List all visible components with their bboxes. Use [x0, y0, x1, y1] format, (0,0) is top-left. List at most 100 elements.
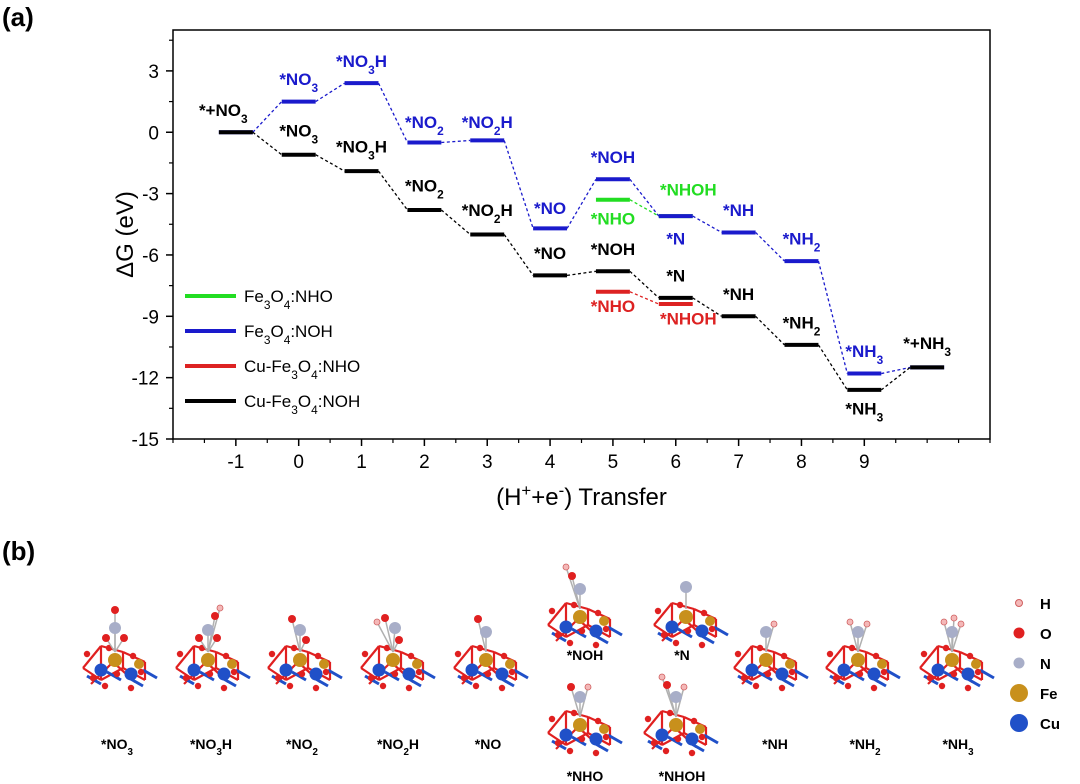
bond-line	[360, 645, 380, 669]
structure-nh3: *NH3	[919, 614, 995, 758]
atom-circle	[870, 684, 878, 692]
bond-line	[565, 566, 581, 610]
structure-label: *NO3	[101, 736, 133, 758]
atom-circle	[111, 606, 119, 614]
bond-line	[607, 733, 623, 745]
x-tick-label: 6	[670, 452, 681, 473]
atom-circle	[314, 652, 322, 660]
atom-circle	[101, 682, 109, 690]
atom-circle	[684, 627, 692, 635]
connector-line	[881, 366, 911, 375]
x-axis-label: (H++e-) Transfer	[496, 481, 667, 512]
structure-n: *N	[653, 581, 729, 663]
atom-circle	[367, 674, 375, 682]
structure-nh2: *NH2	[825, 618, 901, 758]
atom-circle	[680, 683, 688, 691]
atom-circle	[974, 668, 982, 676]
atom-circle	[745, 663, 759, 677]
atom-circle	[405, 684, 413, 692]
atom-circle	[134, 659, 144, 669]
atom-circle	[589, 732, 603, 746]
connector-line	[441, 139, 471, 144]
state-label: *NH3	[845, 399, 883, 424]
connector-line	[880, 366, 911, 391]
structure-no3h: *NO3H	[175, 604, 251, 758]
atom-circle	[964, 684, 972, 692]
atom-circle	[867, 667, 881, 681]
atom-circle	[562, 563, 570, 571]
atom-circle	[599, 616, 609, 626]
atom-circle	[554, 739, 562, 747]
atom-circle	[780, 652, 788, 660]
atom-circle	[202, 624, 214, 636]
x-tick-label: 8	[796, 452, 807, 473]
atom-circle	[548, 607, 556, 615]
bond-line	[703, 733, 719, 745]
atom-circle	[669, 718, 683, 732]
atom-circle	[756, 644, 764, 652]
atom-circle	[602, 625, 610, 633]
atom-circle	[852, 626, 864, 638]
state-label: *NO	[534, 244, 566, 263]
atom-circle	[578, 627, 586, 635]
y-tick-label: -9	[142, 307, 159, 328]
x-tick-label: 3	[482, 452, 493, 473]
connector-line	[692, 215, 722, 234]
state-label: *NO2	[405, 177, 444, 202]
bond-line	[175, 645, 195, 669]
connector-line	[377, 82, 409, 143]
atom-circle	[500, 652, 508, 660]
atom-circle	[708, 625, 716, 633]
atom-circle	[302, 636, 310, 644]
y-tick-label: 0	[148, 123, 159, 144]
state-label: *NO	[534, 199, 566, 218]
state-label: *NO3H	[336, 52, 387, 77]
atom-circle	[573, 610, 587, 624]
atom-circle	[412, 659, 422, 669]
atom-circle	[846, 618, 854, 626]
bond-line	[857, 623, 868, 653]
atom-circle	[594, 609, 602, 617]
structure-label: *N	[674, 647, 690, 663]
atom-circle	[700, 609, 708, 617]
copper-atom-icon	[1010, 714, 1028, 732]
bond-line	[951, 623, 962, 653]
bond-line	[267, 645, 287, 669]
atom-circle	[971, 659, 981, 669]
atom-circle	[589, 624, 603, 638]
state-label: *N	[666, 267, 685, 286]
atom-circle	[685, 732, 699, 746]
atom-circle	[679, 610, 693, 624]
atom-circle	[740, 674, 748, 682]
state-label: *NH	[723, 201, 754, 220]
atom-circle	[688, 749, 696, 757]
atom-circle	[872, 652, 880, 660]
atom-circle	[574, 583, 586, 595]
atom-circle	[938, 682, 946, 690]
atom-circle	[863, 620, 871, 628]
state-label: *NH	[723, 285, 754, 304]
atom-circle	[113, 670, 121, 678]
atom-circle	[389, 622, 401, 634]
atom-circle	[788, 668, 796, 676]
atom-circle	[124, 667, 138, 681]
atom-circle	[945, 653, 959, 667]
connector-line	[817, 260, 848, 374]
connector-line	[629, 270, 660, 299]
bond-line	[943, 621, 953, 653]
state-label: *NHO	[591, 209, 635, 228]
atom-circle	[127, 684, 135, 692]
atom-circle	[950, 614, 958, 622]
series-legend: Fe3O4:NHO Fe3O4:NOH Cu-Fe3O4:NHO Cu-Fe3O4:N…	[185, 287, 360, 417]
bond-line	[943, 670, 959, 682]
state-label: *NHOH	[660, 181, 717, 200]
panel-b-label: (b)	[2, 536, 35, 566]
connector-line	[692, 297, 722, 317]
bond-line	[570, 686, 581, 718]
bond-line	[291, 618, 301, 653]
atom-legend-label: H	[1040, 596, 1051, 613]
bond-line	[765, 623, 775, 653]
state-label: *NH2	[783, 314, 821, 339]
atom-circle	[650, 739, 658, 747]
atom-circle	[676, 601, 684, 609]
